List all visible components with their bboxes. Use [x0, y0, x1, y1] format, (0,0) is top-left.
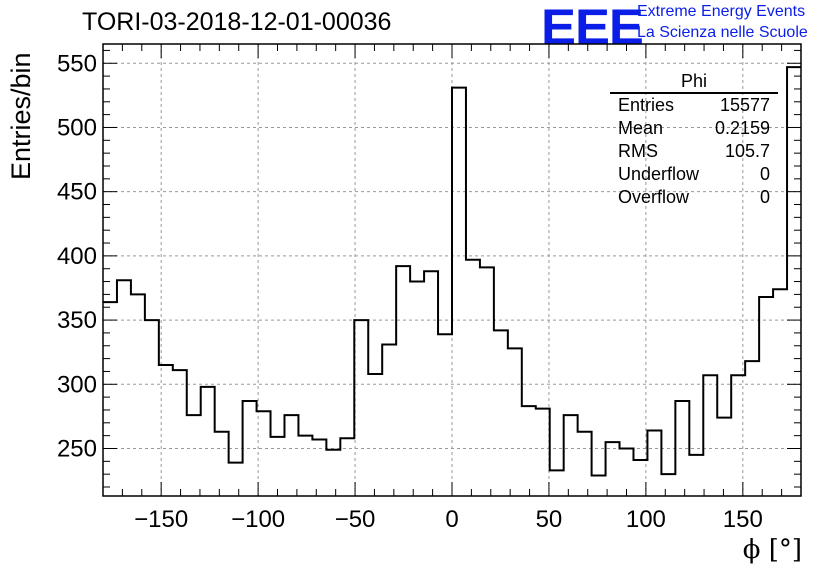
- histogram-bin: [494, 330, 508, 496]
- stats-row-mean: Mean 0.2159: [610, 117, 778, 140]
- histogram-bin: [243, 401, 257, 496]
- histogram-bin: [731, 375, 745, 496]
- x-tick-label: −100: [231, 506, 285, 533]
- histogram-bin: [675, 401, 689, 496]
- histogram-bin: [759, 297, 773, 496]
- histogram-bin: [550, 470, 564, 496]
- histogram-bin: [410, 282, 424, 496]
- y-tick-label: 500: [57, 114, 97, 141]
- y-tick-label: 550: [57, 50, 97, 77]
- x-tick-label: 100: [626, 506, 666, 533]
- histogram-bin: [103, 302, 117, 496]
- histogram-bin: [201, 387, 215, 496]
- histogram-bin: [508, 348, 522, 496]
- logo-line-2: La Scienza nelle Scuole: [637, 24, 808, 41]
- histogram-bin: [298, 436, 312, 496]
- x-tick-label: −50: [335, 506, 376, 533]
- x-axis-label: ϕ [°]: [742, 535, 802, 565]
- histogram-bin: [187, 415, 201, 496]
- histogram-bin: [606, 442, 620, 496]
- histogram-bin: [424, 271, 438, 496]
- histogram-bin: [480, 267, 494, 496]
- histogram-bin: [271, 437, 285, 496]
- histogram-bin: [173, 370, 187, 496]
- histogram-bin: [354, 320, 368, 496]
- chart-title: TORI-03-2018-12-01-00036: [82, 8, 392, 36]
- histogram-bin: [382, 344, 396, 496]
- histogram-bin: [536, 409, 550, 496]
- histogram-bin: [438, 334, 452, 496]
- histogram-bin: [633, 460, 647, 496]
- y-tick-label: 450: [57, 179, 97, 206]
- y-tick-label: 250: [57, 435, 97, 462]
- x-tick-label: 50: [536, 506, 563, 533]
- histogram-bin: [452, 88, 466, 496]
- stats-value: 0: [759, 164, 770, 184]
- stats-value: 105.7: [724, 141, 770, 161]
- histogram-bin: [773, 289, 787, 496]
- histogram-bin: [689, 455, 703, 496]
- stats-box: Phi Entries 15577 Mean 0.2159 RMS 105.7 Und…: [610, 70, 778, 209]
- histogram-bin: [117, 280, 131, 496]
- stats-row-rms: RMS 105.7: [610, 140, 778, 163]
- histogram-bin: [340, 438, 354, 496]
- stats-value: 0.2159: [714, 118, 770, 138]
- y-tick-label: 300: [57, 371, 97, 398]
- histogram-bin: [620, 448, 634, 496]
- stats-row-underflow: Underflow 0: [610, 163, 778, 186]
- histogram-bin: [647, 431, 661, 496]
- stats-label: RMS: [618, 141, 658, 161]
- histogram-line: [103, 66, 801, 477]
- logo-line-1: Extreme Energy Events: [637, 3, 806, 20]
- histogram-bin: [159, 365, 173, 496]
- histogram-bin: [578, 432, 592, 496]
- y-tick-label: 350: [57, 307, 97, 334]
- stats-value: 0: [759, 187, 770, 207]
- histogram-bin: [368, 374, 382, 496]
- histogram-bin: [229, 463, 243, 496]
- stats-row-entries: Entries 15577: [610, 94, 778, 117]
- histogram-bin: [661, 474, 675, 496]
- histogram-bin: [131, 294, 145, 496]
- histogram-bin: [703, 375, 717, 496]
- stats-title: Phi: [610, 70, 778, 94]
- histogram-bin: [522, 406, 536, 496]
- histogram-bin: [745, 361, 759, 496]
- stats-row-overflow: Overflow 0: [610, 186, 778, 209]
- histogram-bin: [592, 475, 606, 496]
- histogram-bin: [284, 415, 298, 496]
- histogram-bin: [312, 440, 326, 497]
- x-tick-label: 150: [723, 506, 763, 533]
- x-tick-label: 0: [445, 506, 458, 533]
- histogram-bin: [466, 260, 480, 496]
- stats-label: Overflow: [618, 187, 690, 207]
- histogram-bin: [257, 411, 271, 496]
- histogram-bin: [564, 415, 578, 496]
- x-tick-label: −150: [134, 506, 188, 533]
- y-tick-label: 400: [57, 243, 97, 270]
- histogram-bin: [215, 432, 229, 496]
- histogram-bin: [326, 450, 340, 496]
- histogram-bin: [145, 320, 159, 496]
- stats-value: 15577: [719, 95, 770, 115]
- stats-label: Mean: [618, 118, 664, 138]
- histogram-bin: [717, 418, 731, 496]
- stats-label: Underflow: [618, 164, 700, 184]
- histogram-bin: [396, 266, 410, 496]
- stats-label: Entries: [618, 95, 675, 115]
